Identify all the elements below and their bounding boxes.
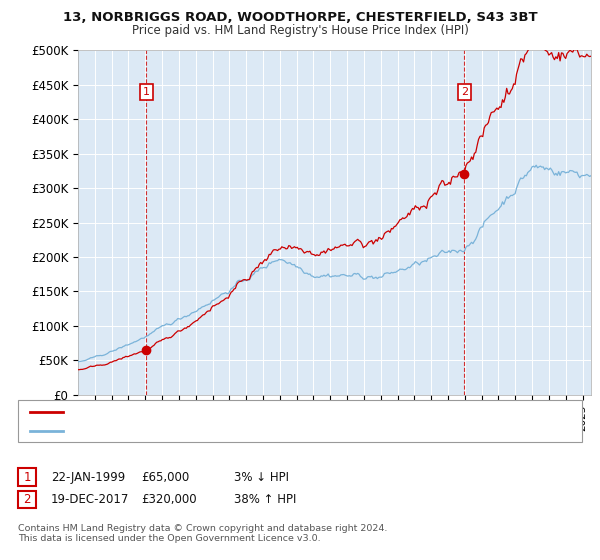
Text: 2: 2 <box>461 87 468 97</box>
Text: HPI: Average price, detached house, Chesterfield: HPI: Average price, detached house, Ches… <box>70 426 326 436</box>
Text: 13, NORBRIGGS ROAD, WOODTHORPE, CHESTERFIELD, S43 3BT: 13, NORBRIGGS ROAD, WOODTHORPE, CHESTERF… <box>62 11 538 24</box>
Text: 38% ↑ HPI: 38% ↑ HPI <box>234 493 296 506</box>
Text: 2: 2 <box>23 493 31 506</box>
Text: Contains HM Land Registry data © Crown copyright and database right 2024.
This d: Contains HM Land Registry data © Crown c… <box>18 524 388 543</box>
Text: 1: 1 <box>143 87 150 97</box>
Text: 19-DEC-2017: 19-DEC-2017 <box>51 493 130 506</box>
Text: 3% ↓ HPI: 3% ↓ HPI <box>234 470 289 484</box>
Text: £320,000: £320,000 <box>141 493 197 506</box>
Text: Price paid vs. HM Land Registry's House Price Index (HPI): Price paid vs. HM Land Registry's House … <box>131 24 469 36</box>
Text: 22-JAN-1999: 22-JAN-1999 <box>51 470 125 484</box>
Text: 13, NORBRIGGS ROAD, WOODTHORPE, CHESTERFIELD, S43 3BT (detached house): 13, NORBRIGGS ROAD, WOODTHORPE, CHESTERF… <box>70 407 499 417</box>
Text: 1: 1 <box>23 470 31 484</box>
Text: £65,000: £65,000 <box>141 470 189 484</box>
